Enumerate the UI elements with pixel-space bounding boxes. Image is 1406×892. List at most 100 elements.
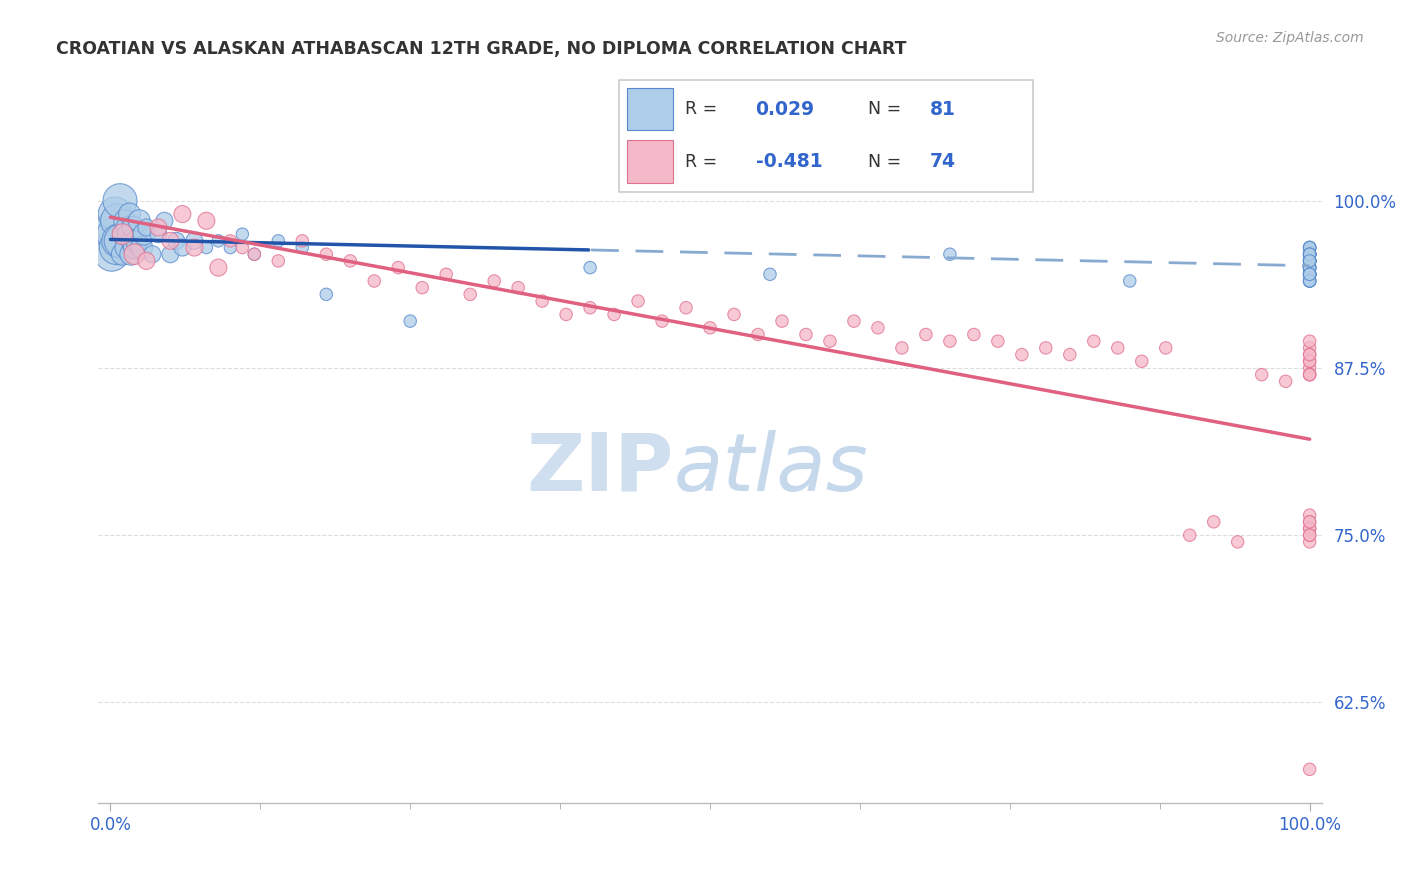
Point [411, 280, 433, 294]
Point [1298, 247, 1320, 261]
Point [1298, 521, 1320, 535]
Text: R =: R = [685, 100, 717, 119]
Point [1298, 368, 1320, 382]
Point [1298, 260, 1320, 275]
Point [141, 247, 163, 261]
Point [114, 213, 136, 227]
Point [387, 260, 409, 275]
Point [111, 227, 134, 241]
Point [555, 307, 578, 321]
Point [339, 253, 361, 268]
Point [842, 314, 865, 328]
Point [1154, 341, 1177, 355]
Point [508, 280, 530, 294]
Point [1298, 521, 1320, 535]
Point [1298, 253, 1320, 268]
Point [1298, 247, 1320, 261]
Point [118, 207, 141, 221]
Point [1298, 267, 1320, 281]
Point [122, 220, 145, 235]
Point [110, 234, 132, 248]
Point [1298, 360, 1320, 375]
Point [231, 227, 253, 241]
Point [939, 247, 962, 261]
Point [434, 267, 457, 281]
Point [963, 327, 986, 342]
Point [651, 314, 673, 328]
Point [1107, 341, 1129, 355]
Text: R =: R = [685, 153, 717, 170]
Point [117, 227, 139, 241]
Point [603, 307, 626, 321]
Point [267, 253, 290, 268]
Point [1298, 267, 1320, 281]
Point [770, 314, 793, 328]
Point [1298, 762, 1320, 776]
Point [1059, 347, 1081, 361]
Point [112, 227, 135, 241]
Point [115, 220, 138, 235]
Point [1298, 368, 1320, 382]
Point [1298, 274, 1320, 288]
Point [1298, 253, 1320, 268]
Point [1298, 247, 1320, 261]
Point [108, 234, 131, 248]
Legend: Croatians, Alaskan Athabascans: Croatians, Alaskan Athabascans [529, 888, 891, 892]
Point [1298, 267, 1320, 281]
Point [759, 267, 782, 281]
Point [1298, 334, 1320, 348]
Point [103, 227, 125, 241]
Point [1298, 253, 1320, 268]
Point [1119, 274, 1142, 288]
Point [219, 240, 242, 254]
Point [1298, 260, 1320, 275]
Point [1226, 534, 1249, 549]
Text: -0.481: -0.481 [755, 153, 823, 171]
Point [1011, 347, 1033, 361]
Point [1298, 267, 1320, 281]
FancyBboxPatch shape [627, 88, 672, 130]
Point [1298, 240, 1320, 254]
Point [1298, 253, 1320, 268]
Point [579, 260, 602, 275]
Point [165, 234, 187, 248]
Point [105, 240, 128, 254]
Point [115, 240, 138, 254]
Point [1298, 528, 1320, 542]
Point [1298, 253, 1320, 268]
Point [675, 301, 697, 315]
Text: N =: N = [868, 153, 901, 170]
Point [315, 287, 337, 301]
Point [207, 260, 229, 275]
Point [135, 253, 157, 268]
Point [818, 334, 841, 348]
Point [1298, 253, 1320, 268]
Point [1298, 260, 1320, 275]
Point [172, 240, 194, 254]
Point [458, 287, 481, 301]
Point [121, 234, 143, 248]
Point [1298, 260, 1320, 275]
Point [1298, 354, 1320, 368]
Point [1298, 274, 1320, 288]
Point [1298, 347, 1320, 361]
Point [1298, 260, 1320, 275]
Point [1298, 240, 1320, 254]
Point [579, 301, 602, 315]
Point [1298, 534, 1320, 549]
Point [207, 234, 229, 248]
Point [135, 220, 157, 235]
Point [1130, 354, 1153, 368]
Text: 81: 81 [929, 100, 956, 119]
Point [231, 240, 253, 254]
Point [125, 234, 148, 248]
Point [159, 247, 181, 261]
Point [1035, 341, 1057, 355]
Point [1298, 253, 1320, 268]
Point [100, 247, 122, 261]
Point [131, 240, 153, 254]
Point [1298, 267, 1320, 281]
Point [1298, 240, 1320, 254]
Point [939, 334, 962, 348]
Point [890, 341, 912, 355]
